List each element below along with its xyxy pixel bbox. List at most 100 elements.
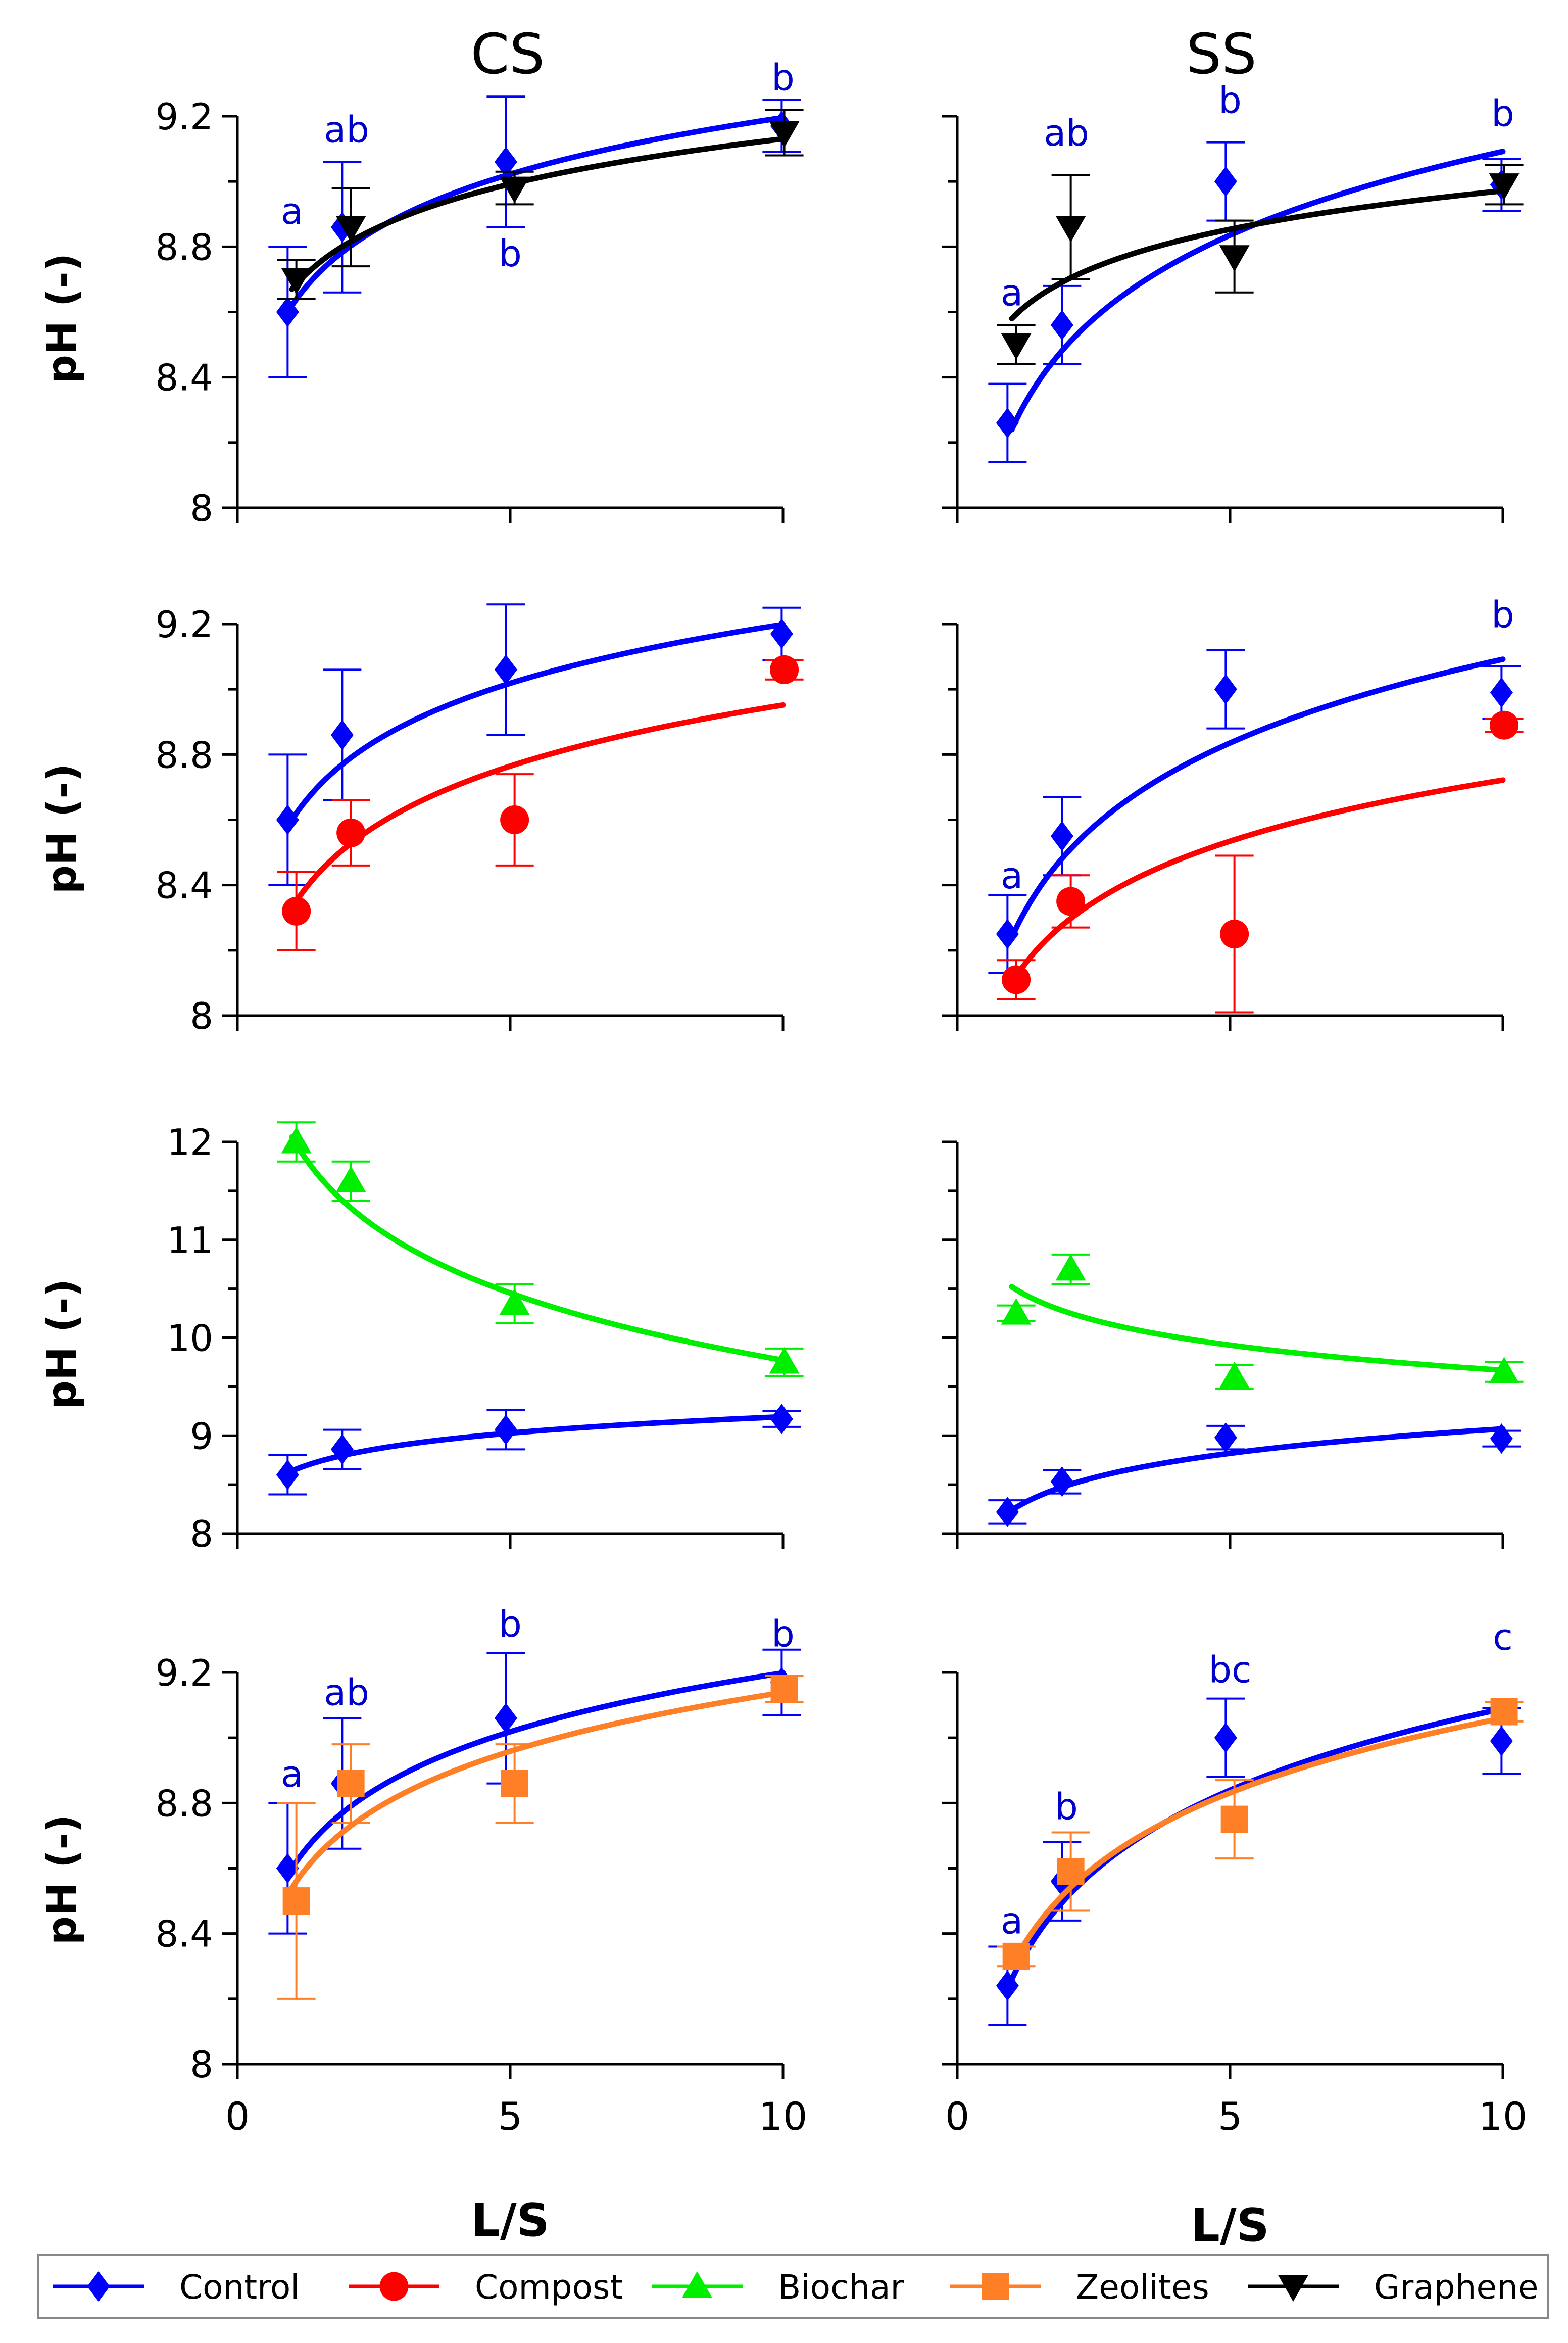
significance-letter-r1-ss: b	[1218, 79, 1242, 122]
fit-curve-control-r3-cs	[289, 1414, 786, 1474]
x-axis-label-ss: L/S	[1191, 2199, 1269, 2252]
significance-letter-r1-ss: a	[1001, 272, 1023, 314]
panel-ss-row1: a ab b b	[942, 79, 1524, 523]
point-control-r3-cs	[330, 1434, 354, 1465]
column-title-ss: SS	[1186, 22, 1257, 86]
point-control-r4-ss	[1214, 1723, 1237, 1753]
point-control-r3-cs	[770, 1404, 793, 1435]
significance-letter-r1-ss: b	[1491, 92, 1514, 134]
point-control-r3-cs	[276, 1459, 299, 1490]
point-biochar-r3-cs	[769, 1347, 800, 1374]
significance-letter-r2-ss: b	[1491, 593, 1514, 636]
x-tick-label-r4-ss: 10	[1479, 2094, 1528, 2139]
point-biochar-r3-ss	[1055, 1254, 1086, 1281]
y-tick-label-r4-cs: 8.8	[155, 1782, 213, 1825]
significance-letter-r4-ss: b	[1055, 1786, 1078, 1828]
point-control-r1-cs	[276, 297, 299, 327]
point-control-r3-ss	[1214, 1422, 1237, 1453]
point-biochar-r3-ss	[1001, 1298, 1032, 1325]
x-axis-label-cs: L/S	[471, 2194, 549, 2247]
fit-curve-control-r2-cs	[289, 621, 786, 823]
significance-letter-r4-cs: b	[771, 1612, 795, 1655]
point-control-r2-ss	[996, 919, 1019, 949]
point-compost-r2-cs	[336, 818, 366, 847]
point-control-r2-ss	[1050, 821, 1073, 851]
x-tick-label-r4-cs: 0	[225, 2094, 250, 2139]
point-compost-r2-ss	[1002, 965, 1031, 994]
fit-curve-control-r4-cs	[289, 1670, 786, 1871]
legend-marker-control	[87, 2271, 110, 2302]
y-tick-label-r1-cs: 8	[190, 487, 213, 530]
fit-curve-graphene-r1-cs	[289, 136, 786, 292]
significance-letter-r4-cs: ab	[324, 1671, 369, 1714]
point-control-r3-ss	[996, 1497, 1019, 1527]
point-graphene-r1-cs	[499, 176, 530, 204]
y-axis-label-row3: pH (-)	[38, 1279, 85, 1409]
point-control-r4-ss	[996, 1971, 1019, 2001]
legend-label-biochar: Biochar	[778, 2268, 905, 2307]
significance-letter-r1-cs: b	[499, 232, 522, 275]
panel-cs-row2: 8 8.4 8.8 9.2	[155, 603, 804, 1037]
point-zeolites-r4-cs	[337, 1770, 365, 1797]
point-zeolites-r4-ss	[1220, 1805, 1248, 1833]
point-control-r1-ss	[1214, 166, 1237, 197]
fit-curve-compost-r2-ss	[1009, 777, 1506, 986]
point-zeolites-r4-ss	[1057, 1857, 1085, 1885]
x-tick-label-r4-ss: 5	[1218, 2094, 1242, 2139]
legend-marker-compost	[379, 2272, 409, 2301]
significance-letter-r1-cs: a	[281, 190, 303, 232]
point-control-r2-cs	[494, 654, 517, 685]
y-tick-label-r1-cs: 9.2	[155, 95, 213, 138]
legend-label-graphene: Graphene	[1374, 2268, 1539, 2307]
x-tick-label-r4-ss: 0	[945, 2094, 969, 2139]
y-axis-label-row2: pH (-)	[38, 763, 85, 894]
legend-marker-zeolites	[982, 2273, 1009, 2300]
point-zeolites-r4-ss	[1490, 1698, 1518, 1726]
y-axis-label-row1: pH (-)	[38, 253, 85, 384]
fit-curve-zeolites-r4-ss	[1009, 1715, 1506, 1969]
point-biochar-r3-ss	[1489, 1357, 1520, 1383]
point-compost-r2-ss	[1220, 920, 1249, 949]
point-control-r4-cs	[276, 1853, 299, 1884]
y-tick-label-r4-cs: 8.4	[155, 1913, 213, 1955]
point-control-r1-ss	[1050, 310, 1073, 341]
point-graphene-r1-cs	[335, 216, 366, 243]
panel-cs-row3: 8 9 10 11 12	[167, 1121, 804, 1555]
point-compost-r2-cs	[770, 655, 799, 684]
point-graphene-r1-ss	[1001, 333, 1032, 360]
y-tick-label-r2-cs: 8.8	[155, 734, 213, 776]
point-zeolites-r4-cs	[501, 1770, 528, 1797]
significance-letter-r4-ss: c	[1493, 1616, 1513, 1658]
y-tick-label-r3-cs: 11	[167, 1219, 213, 1262]
x-tick-label-r4-cs: 10	[759, 2094, 808, 2139]
panel-ss-row2: ab	[942, 593, 1524, 1031]
legend-label-control: Control	[179, 2268, 300, 2307]
point-control-r2-ss	[1214, 674, 1237, 705]
significance-letter-r4-cs: a	[281, 1753, 303, 1795]
fit-curve-zeolites-r4-cs	[289, 1690, 786, 1891]
point-compost-r2-ss	[1056, 887, 1086, 916]
column-title-cs: CS	[471, 22, 545, 86]
point-compost-r2-ss	[1490, 710, 1519, 740]
legend: Control Compost Biochar Zeolites Graphene	[37, 2254, 1549, 2319]
y-tick-label-r1-cs: 8.8	[155, 226, 213, 268]
point-compost-r2-cs	[500, 805, 529, 834]
fit-curve-compost-r2-cs	[289, 702, 786, 911]
y-tick-label-r3-cs: 12	[167, 1121, 213, 1164]
fit-curve-graphene-r1-ss	[1009, 188, 1506, 321]
fit-curve-control-r1-ss	[1009, 149, 1506, 433]
point-control-r1-cs	[494, 147, 517, 177]
fit-curve-control-r4-ss	[1009, 1706, 1506, 1982]
fit-curve-control-r3-ss	[1009, 1426, 1506, 1513]
point-control-r4-ss	[1490, 1726, 1513, 1756]
point-control-r3-cs	[494, 1414, 517, 1445]
panel-ss-row3	[942, 1140, 1524, 1549]
point-biochar-r3-cs	[499, 1288, 530, 1315]
point-control-r1-ss	[996, 408, 1019, 439]
significance-letter-r2-ss: a	[1001, 854, 1023, 897]
legend-marker-biochar	[682, 2271, 712, 2298]
point-zeolites-r4-cs	[282, 1887, 310, 1915]
point-zeolites-r4-cs	[770, 1675, 798, 1703]
panel-cs-row1: 8 8.4 8.8 9.2 aab b b	[155, 56, 804, 530]
